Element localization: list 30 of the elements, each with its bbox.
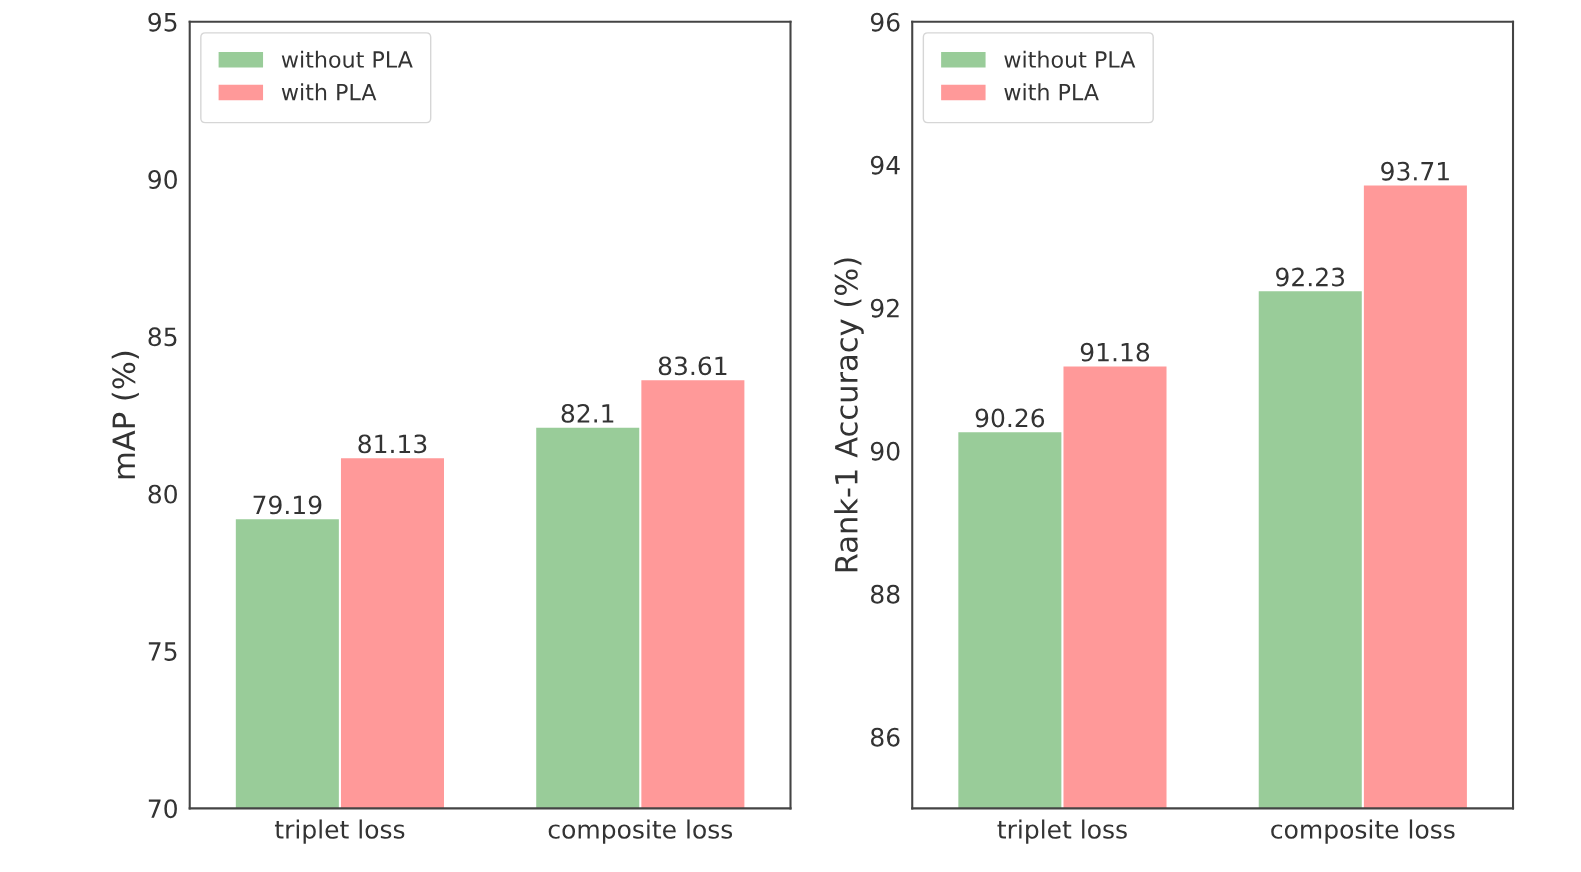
legend-label: with PLA bbox=[281, 83, 377, 101]
legend-label: without PLA bbox=[281, 50, 413, 68]
y-tick-label: 80 bbox=[148, 484, 177, 504]
y-tick-label: 85 bbox=[148, 327, 177, 347]
data-label: 82.1 bbox=[561, 403, 614, 423]
x-tick-label: triplet loss bbox=[997, 819, 1127, 844]
x-tick-label: triplet loss bbox=[274, 819, 405, 844]
y-axis-title: Rank-1 Accuracy (%) bbox=[834, 258, 864, 572]
x-tick-label: composite loss bbox=[1271, 819, 1455, 844]
y-tick-label: 96 bbox=[870, 12, 900, 32]
y-tick-label: 70 bbox=[148, 799, 177, 819]
data-label: 92.23 bbox=[1276, 267, 1345, 287]
y-tick-label: 75 bbox=[148, 642, 177, 661]
data-label: 90.26 bbox=[975, 408, 1045, 428]
data-label: 91.18 bbox=[1080, 342, 1150, 362]
y-tick-label: 95 bbox=[148, 12, 177, 32]
y-tick-label: 90 bbox=[870, 441, 900, 461]
y-tick-label: 88 bbox=[871, 584, 900, 604]
y-tick-label: 86 bbox=[871, 727, 900, 747]
y-tick-label: 90 bbox=[148, 170, 177, 189]
data-label: 81.13 bbox=[358, 434, 427, 454]
data-label: 83.61 bbox=[658, 356, 727, 376]
y-tick-label: 94 bbox=[870, 155, 900, 175]
legend-label: without PLA bbox=[1004, 50, 1136, 68]
x-tick-label: composite loss bbox=[548, 819, 733, 844]
y-axis-title: mAP (%) bbox=[111, 351, 139, 479]
y-tick-label: 92 bbox=[870, 298, 899, 318]
data-label: 93.71 bbox=[1381, 161, 1449, 181]
legend-label: with PLA bbox=[1004, 83, 1099, 101]
data-label: 79.19 bbox=[253, 495, 322, 515]
